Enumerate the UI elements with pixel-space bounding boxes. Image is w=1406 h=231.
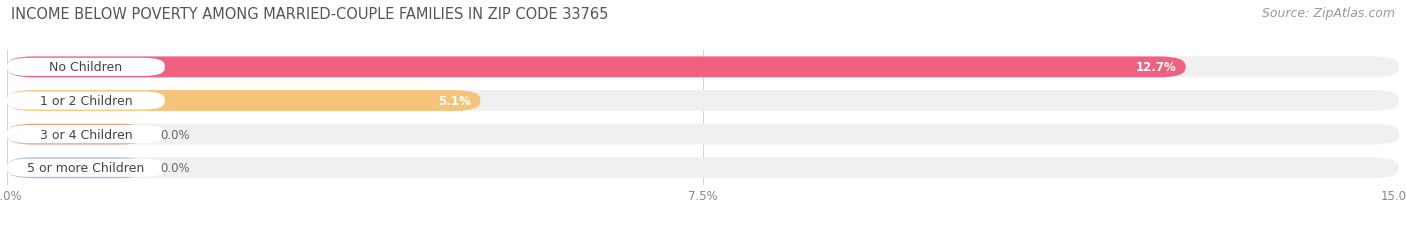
Text: 1 or 2 Children: 1 or 2 Children — [39, 94, 132, 108]
Text: Source: ZipAtlas.com: Source: ZipAtlas.com — [1261, 7, 1395, 20]
FancyBboxPatch shape — [7, 57, 1399, 78]
Text: 12.7%: 12.7% — [1136, 61, 1177, 74]
FancyBboxPatch shape — [7, 91, 1399, 111]
FancyBboxPatch shape — [7, 124, 146, 145]
Text: 0.0%: 0.0% — [160, 161, 190, 175]
FancyBboxPatch shape — [7, 92, 165, 110]
FancyBboxPatch shape — [7, 159, 165, 177]
Text: 5.1%: 5.1% — [439, 94, 471, 108]
FancyBboxPatch shape — [7, 91, 481, 111]
FancyBboxPatch shape — [7, 57, 1185, 78]
FancyBboxPatch shape — [7, 158, 146, 178]
FancyBboxPatch shape — [7, 124, 1399, 145]
FancyBboxPatch shape — [7, 125, 165, 144]
Text: INCOME BELOW POVERTY AMONG MARRIED-COUPLE FAMILIES IN ZIP CODE 33765: INCOME BELOW POVERTY AMONG MARRIED-COUPL… — [11, 7, 609, 22]
Text: 5 or more Children: 5 or more Children — [27, 161, 145, 175]
FancyBboxPatch shape — [7, 58, 165, 77]
Text: No Children: No Children — [49, 61, 122, 74]
Text: 3 or 4 Children: 3 or 4 Children — [39, 128, 132, 141]
Text: 0.0%: 0.0% — [160, 128, 190, 141]
FancyBboxPatch shape — [7, 158, 1399, 178]
